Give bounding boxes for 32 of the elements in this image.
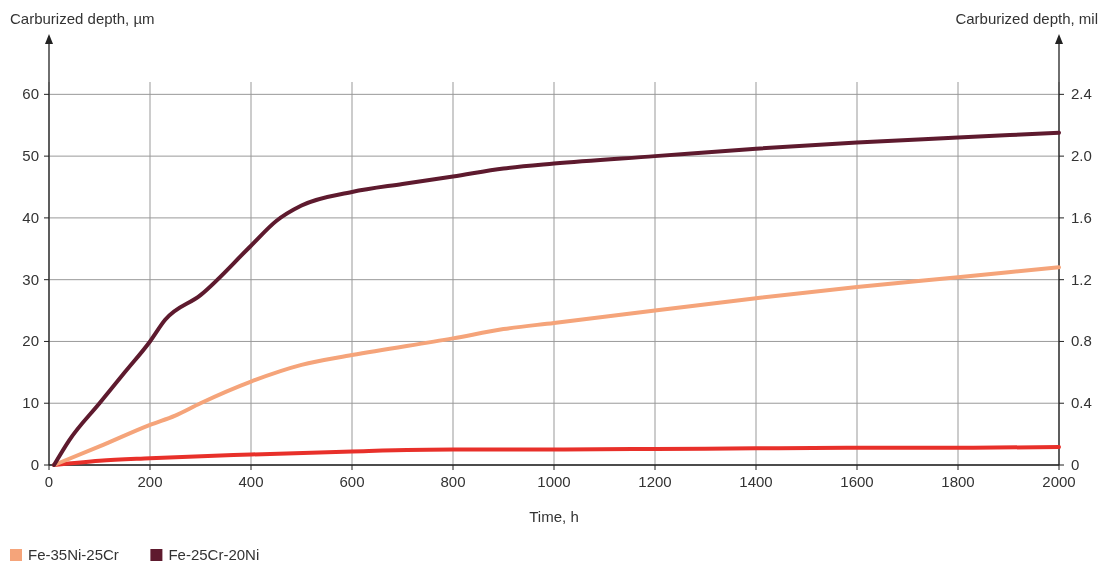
y2-tick-label: 0.4 xyxy=(1071,394,1092,412)
y2-tick-label: 1.6 xyxy=(1071,208,1092,226)
x-tick-label: 1400 xyxy=(739,473,773,490)
y2-axis-title: Carburized depth, mil xyxy=(955,10,1098,27)
x-tick-label: 400 xyxy=(238,473,264,490)
y2-tick-label: 0.8 xyxy=(1071,332,1092,350)
x-tick-label: 1800 xyxy=(941,473,975,490)
legend-label: Fe-35Ni-25Cr xyxy=(28,546,119,563)
y-tick-label: 10 xyxy=(22,394,39,412)
y2-tick-label: 2.0 xyxy=(1071,147,1092,165)
y2-tick-label: 0 xyxy=(1071,456,1080,473)
x-tick-label: 2000 xyxy=(1042,473,1076,490)
y2-tick-label: 1.2 xyxy=(1071,270,1092,288)
legend-label: Fe-25Cr-20Ni xyxy=(168,546,260,563)
x-tick-label: 0 xyxy=(44,473,54,490)
x-tick-label: 1200 xyxy=(638,473,672,490)
line-series xyxy=(52,265,1061,467)
x-tick-label: 600 xyxy=(339,473,365,490)
line-series xyxy=(52,130,1061,467)
y-tick-label: 60 xyxy=(22,85,39,103)
x-tick-label: 200 xyxy=(137,473,163,490)
x-tick-label: 800 xyxy=(440,473,466,490)
y-tick-label: 50 xyxy=(22,147,39,165)
x-tick-label: 1600 xyxy=(840,473,874,490)
x-tick-label: 1000 xyxy=(537,473,571,490)
y-tick-label: 40 xyxy=(22,208,39,226)
y2-tick-label: 2.4 xyxy=(1071,85,1092,103)
y-axis-title: Carburized depth, µm xyxy=(10,10,155,27)
x-axis-title: Time, h xyxy=(529,508,579,525)
y-tick-label: 20 xyxy=(22,332,39,350)
y-tick-label: 0 xyxy=(30,456,39,473)
y-tick-label: 30 xyxy=(22,270,39,288)
